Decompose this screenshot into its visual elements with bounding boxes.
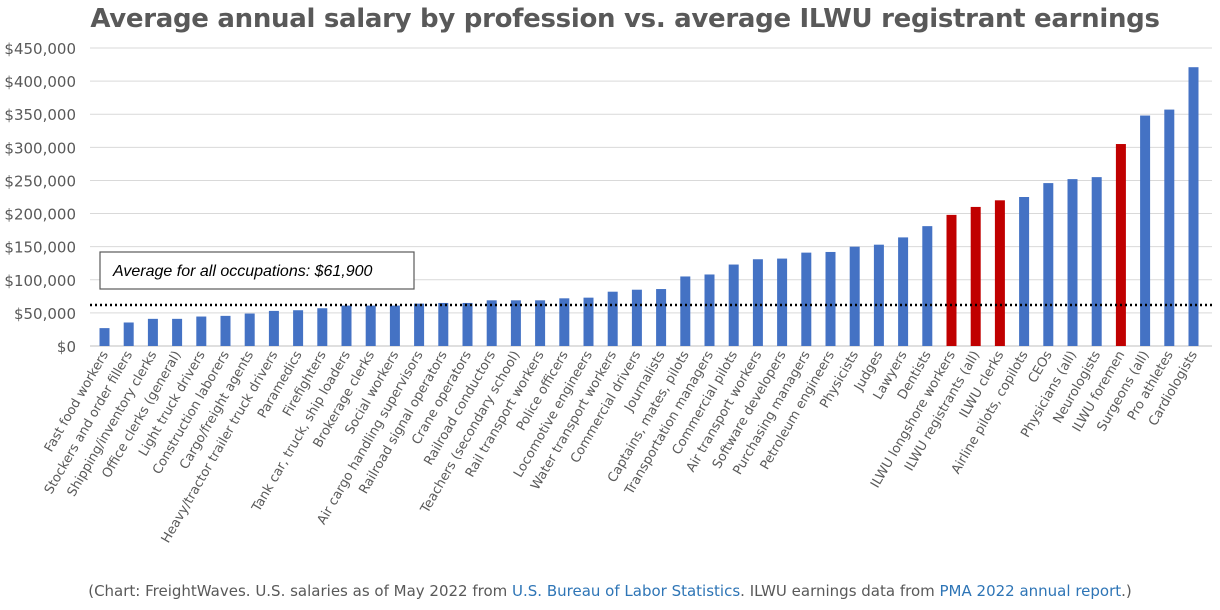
bar: [438, 302, 449, 346]
bar: [922, 226, 933, 346]
bar: [268, 310, 279, 346]
caption-prefix: (Chart: FreightWaves. U.S. salaries as o…: [88, 582, 513, 600]
bar: [946, 214, 957, 346]
average-annotation-label: Average for all occupations: $61,900: [112, 263, 373, 280]
bar: [244, 313, 255, 346]
bar: [583, 297, 594, 346]
bar: [1091, 177, 1102, 346]
bar: [607, 291, 618, 346]
bar: [1019, 197, 1030, 346]
bar: [656, 289, 667, 346]
bar: [898, 237, 909, 346]
bar: [196, 316, 207, 346]
bar: [317, 308, 328, 346]
bar: [414, 303, 425, 346]
y-tick-label: $100,000: [4, 272, 76, 290]
bars: [99, 67, 1199, 347]
bar: [994, 200, 1005, 346]
bar: [172, 318, 183, 346]
y-axis-tick-labels: $0 $50,000 $100,000 $150,000 $200,000 $250,00…: [4, 40, 76, 356]
bar: [970, 206, 981, 346]
bar: [1140, 115, 1151, 347]
y-tick-label: $0: [57, 338, 76, 356]
bar: [365, 305, 376, 346]
average-annotation-box: [99, 251, 415, 290]
bar: [801, 252, 812, 346]
bar: [559, 298, 570, 346]
y-tick-label: $400,000: [4, 73, 76, 91]
bar: [704, 274, 715, 346]
bar: [341, 305, 352, 346]
bar: [99, 328, 110, 346]
pma-report-link[interactable]: PMA 2022 annual report: [939, 582, 1122, 600]
caption-middle: . ILWU earnings data from: [740, 582, 940, 600]
y-tick-label: $150,000: [4, 239, 76, 257]
bar: [293, 310, 304, 346]
bar: [631, 289, 642, 346]
y-tick-label: $50,000: [14, 305, 76, 323]
bar: [220, 315, 231, 346]
y-tick-label: $250,000: [4, 172, 76, 190]
bar: [777, 258, 788, 346]
bar: [1043, 183, 1054, 346]
caption-suffix: .): [1121, 582, 1132, 600]
y-tick-label: $450,000: [4, 40, 76, 58]
chart-title: Average annual salary by profession vs. …: [90, 4, 1160, 34]
bar: [1115, 144, 1126, 346]
bar: [389, 305, 400, 346]
average-reference: Average for all occupations: $61,900: [90, 251, 1212, 307]
y-tick-label: $200,000: [4, 206, 76, 224]
bar: [147, 318, 158, 346]
bar: [680, 276, 691, 346]
bar: [1164, 109, 1175, 346]
bar: [1188, 67, 1199, 347]
bar: [1067, 179, 1078, 346]
bar: [849, 246, 860, 346]
bar: [486, 300, 497, 346]
y-tick-label: $300,000: [4, 139, 76, 157]
bar: [462, 302, 473, 346]
bar: [510, 300, 521, 346]
chart-caption: (Chart: FreightWaves. U.S. salaries as o…: [0, 582, 1220, 600]
bls-link[interactable]: U.S. Bureau of Labor Statistics: [512, 582, 741, 600]
y-tick-label: $350,000: [4, 106, 76, 124]
bar: [873, 244, 884, 346]
bar: [728, 264, 739, 346]
bar: [825, 251, 836, 346]
bar: [123, 322, 134, 346]
bar: [535, 300, 546, 346]
bar: [752, 259, 763, 346]
bar-chart: $0 $50,000 $100,000 $150,000 $200,000 $250,00…: [4, 40, 1212, 546]
